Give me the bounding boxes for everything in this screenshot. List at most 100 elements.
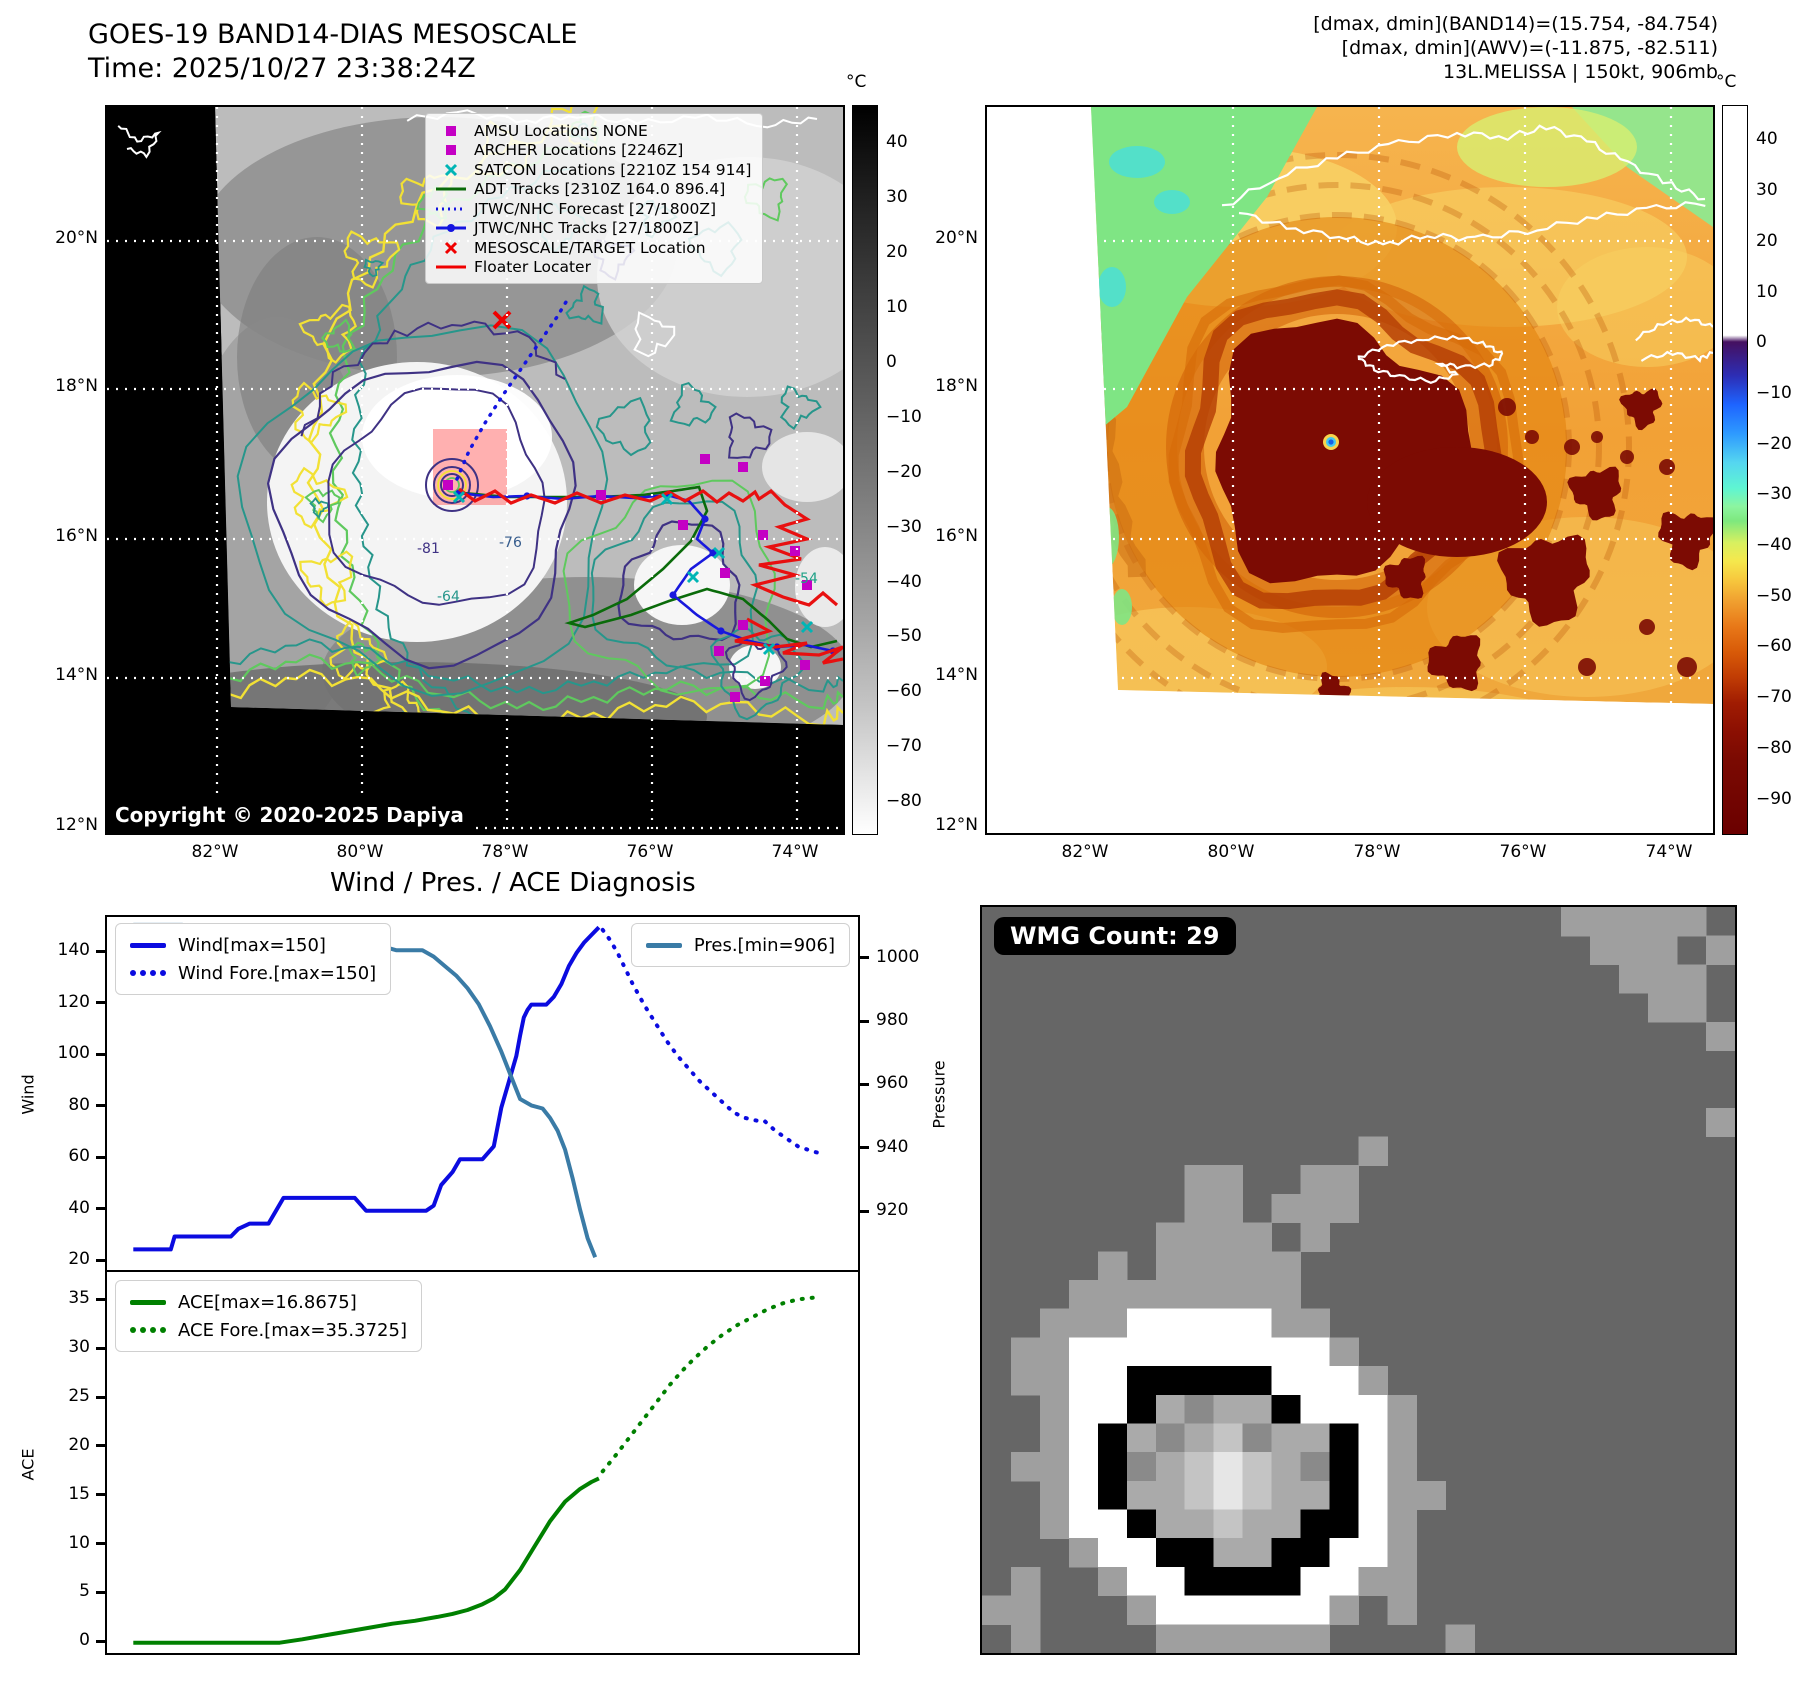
storm-stats-block: [dmax, dmin](BAND14)=(15.754, -84.754) [… [1313,12,1718,84]
tick-mark [96,1493,105,1497]
map-legend-label: SATCON Locations [2210Z 154 914] [474,160,752,179]
ace-legend: ACE[max=16.8675] ACE Fore.[max=35.3725] [115,1280,422,1352]
ace-tick-label: 30 [68,1337,90,1358]
series-ace-fore-max-35-3725- [600,1295,815,1474]
wmg-count-badge: WMG Count: 29 [994,917,1236,955]
wind-tick-label: 100 [57,1043,90,1064]
page-title: GOES-19 BAND14-DIAS MESOSCALE [88,19,578,50]
contour-label: -76 [499,535,522,551]
tick-mark [860,956,869,960]
map-legend-item: SATCON Locations [2210Z 154 914] [434,160,752,180]
colorbar-tick-label: −50 [1756,585,1792,606]
contour-label: -64 [437,589,460,605]
tick-mark [860,1209,869,1213]
line-dot-marker-icon [434,221,468,235]
wind-tick-label: 120 [57,991,90,1012]
ace-tick-label: 0 [79,1630,90,1651]
colorbar-tick-label: −30 [1756,484,1792,505]
tick-mark [96,1052,105,1056]
line-marker-icon [434,260,468,274]
contour-label: -81 [417,541,440,557]
lon-tick-label: 78°W [481,842,529,862]
map-legend-label: ARCHER Locations [2246Z] [474,141,684,160]
band14-map-panel: -81 -76 -64 -54 AMSU Locations NONE ARCHER L… [105,105,845,835]
map-legend-item: Floater Locater [434,258,752,278]
colorbar-tick-label: 20 [1756,230,1778,251]
tick-mark [96,1444,105,1448]
lon-tick-label: 76°W [1499,842,1547,862]
series-ace-max-16-8675- [133,1476,600,1645]
colorbar-tick-label: 0 [886,351,897,372]
pressure-tick-label: 1000 [876,946,920,967]
colorbar-tick-label: −20 [1756,433,1792,454]
wmg-panel: WMG Count: 29 [980,905,1737,1655]
contour-label: -54 [795,571,818,587]
pressure-tick-label: 920 [876,1200,909,1220]
colorbar-tick-label: 40 [1756,129,1778,150]
colorbar-tick-label: 30 [1756,180,1778,201]
map-legend-item: AMSU Locations NONE [434,121,752,141]
wind-tick-label: 20 [68,1249,90,1270]
map-legend-item: MESOSCALE/TARGET Location [434,238,752,258]
lon-tick-label: 82°W [191,842,239,862]
ir-enhanced-map-image [987,107,1713,833]
tick-mark [96,949,105,953]
pressure-legend: Pres.[min=906] [630,923,850,967]
wind-legend: Wind[max=150] Wind Fore.[max=150] [115,923,392,995]
dmax-dmin-band14: [dmax, dmin](BAND14)=(15.754, -84.754) [1313,13,1718,35]
pressure-axis-label: Pressure [929,1060,949,1129]
ace-tick-label: 35 [68,1288,90,1309]
legend-item: Wind Fore.[max=150] [130,959,376,987]
square-marker-icon [434,124,468,138]
colorbar-tick-label: −40 [886,571,922,592]
legend-label: Pres.[min=906] [693,934,835,956]
wind-axis-label: Wind [18,1074,38,1115]
colorbar-tick-label: −10 [1756,382,1792,403]
lon-tick-label: 74°W [771,842,819,862]
ace-forecast-swatch [130,1327,166,1333]
legend-label: ACE[max=16.8675] [178,1291,357,1313]
grayscale-colorbar [852,105,878,835]
tick-mark [96,1155,105,1159]
wind-tick-label: 80 [68,1094,90,1115]
map-legend-label: MESOSCALE/TARGET Location [474,238,706,257]
legend-label: ACE Fore.[max=35.3725] [178,1319,407,1341]
colorbar-tick-label: −40 [1756,535,1792,556]
map-legend-item: ADT Tracks [2310Z 164.0 896.4] [434,180,752,200]
lat-tick-label: 12°N [935,815,978,835]
map-legend-label: ADT Tracks [2310Z 164.0 896.4] [474,180,726,199]
ace-tick-label: 10 [68,1532,90,1553]
lon-tick-label: 74°W [1645,842,1693,862]
tick-mark [860,1019,869,1023]
colorbar-tick-label: −70 [886,736,922,757]
ace-tick-label: 20 [68,1434,90,1455]
lon-tick-label: 80°W [336,842,384,862]
wind-forecast-swatch [130,970,166,976]
page-title-block: GOES-19 BAND14-DIAS MESOSCALE Time: 2025… [88,18,577,86]
map-legend: AMSU Locations NONE ARCHER Locations [224… [425,113,763,284]
map-legend-item: JTWC/NHC Tracks [27/1800Z] [434,219,752,239]
colorbar-tick-label: −60 [1756,636,1792,657]
tick-mark [96,1542,105,1546]
lat-tick-label: 14°N [935,665,978,685]
colorbar-tick-label: −20 [886,461,922,482]
lat-tick-label: 14°N [55,665,98,685]
ace-chart: ACE[max=16.8675] ACE Fore.[max=35.3725] [105,1270,860,1655]
line-marker-icon [434,182,468,196]
colorbar-tick-label: 40 [886,132,908,153]
wind-line-swatch [130,942,166,948]
tick-mark [96,1590,105,1594]
map-legend-item: JTWC/NHC Forecast [27/1800Z] [434,199,752,219]
tick-mark [860,1146,869,1150]
colorbar-unit-left: °C [846,72,867,92]
legend-label: Wind[max=150] [178,934,326,956]
colorbar-tick-label: −80 [1756,737,1792,758]
lon-tick-label: 82°W [1061,842,1109,862]
wind-pressure-chart: Wind[max=150] Wind Fore.[max=150] Pres.[… [105,915,860,1272]
diagnosis-title: Wind / Pres. / ACE Diagnosis [330,868,696,898]
legend-label: Wind Fore.[max=150] [178,962,377,984]
storm-id-intensity: 13L.MELISSA | 150kt, 906mb [1443,61,1718,83]
x-marker-icon [434,163,468,177]
map-legend-label: JTWC/NHC Forecast [27/1800Z] [474,199,717,218]
